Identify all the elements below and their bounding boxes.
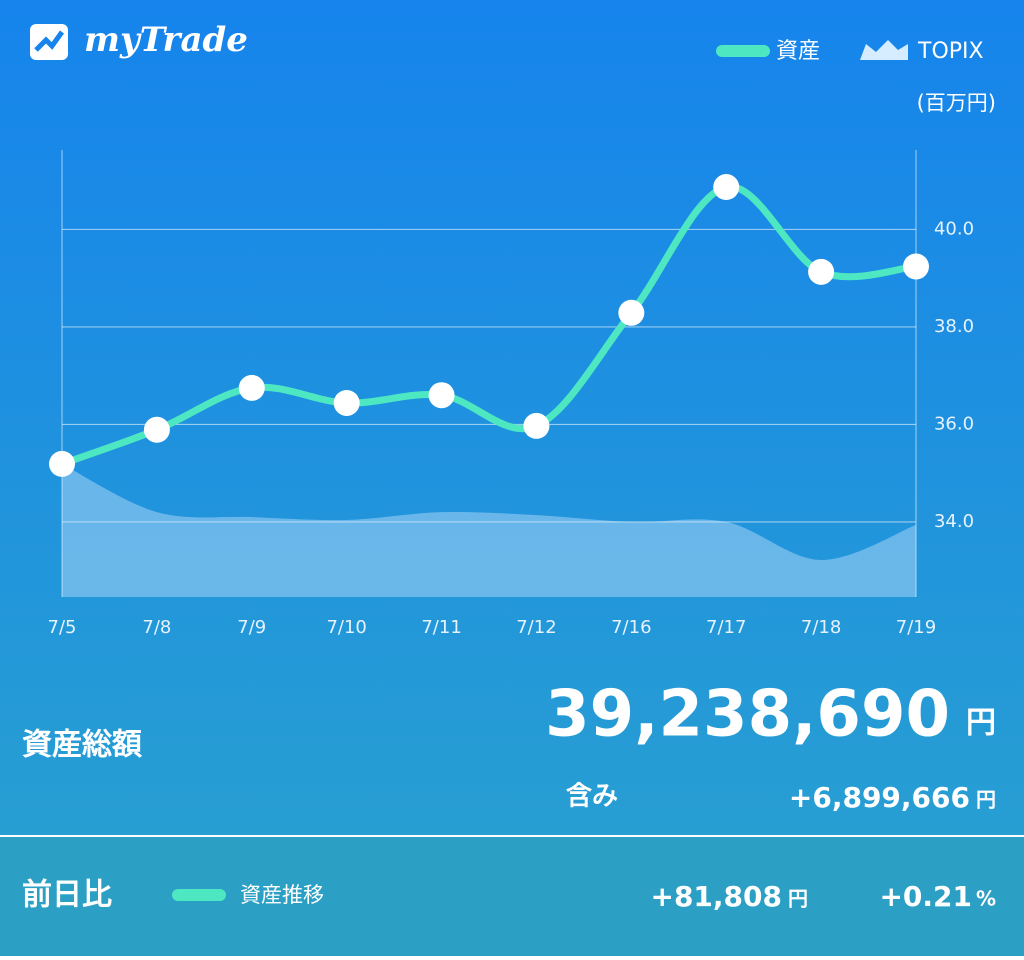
asset-point <box>713 174 740 201</box>
daily-label: 前日比 <box>22 878 112 913</box>
summary: 資産総額 39,238,690 円 含み +6,899,666 円 <box>22 678 996 814</box>
x-tick-label: 7/8 <box>142 617 171 638</box>
x-tick-label: 7/9 <box>237 617 266 638</box>
daily-band <box>0 836 1024 956</box>
x-tick-label: 7/19 <box>896 617 936 638</box>
x-tick-label: 7/11 <box>421 617 461 638</box>
gain-value: +6,899,666 <box>789 781 970 814</box>
y-tick-label: 36.0 <box>934 413 974 434</box>
y-tick-label: 40.0 <box>934 218 974 239</box>
percent-unit: % <box>976 887 996 911</box>
topix-area <box>62 463 916 597</box>
asset-point <box>238 374 265 401</box>
legend: 資産 TOPIX (百万円) <box>716 39 996 115</box>
x-tick-label: 7/10 <box>326 617 366 638</box>
daily-legend: 資産推移 <box>240 883 324 907</box>
x-tick-label: 7/17 <box>706 617 746 638</box>
asset-point <box>49 450 75 477</box>
change-value: +81,808 <box>650 880 782 913</box>
x-tick-label: 7/18 <box>801 617 841 638</box>
legend-swatch <box>860 40 908 60</box>
x-tick-label: 7/16 <box>611 617 651 638</box>
asset-point <box>143 416 170 443</box>
total-value: 39,238,690 <box>545 678 950 752</box>
asset-line <box>58 183 920 468</box>
asset-point <box>903 253 929 280</box>
total-unit: 円 <box>966 706 996 741</box>
unit-label: (百万円) <box>917 91 996 115</box>
total-label: 資産総額 <box>22 728 143 763</box>
legend-label: TOPIX <box>917 39 984 64</box>
x-tick-label: 7/12 <box>516 617 556 638</box>
daily-swatch <box>172 889 226 901</box>
x-tick-label: 7/5 <box>48 617 77 638</box>
change-unit: 円 <box>788 887 808 911</box>
logo-mark <box>34 30 65 52</box>
gain-unit: 円 <box>976 788 996 812</box>
asset-point <box>808 258 835 285</box>
asset-point <box>428 382 455 409</box>
asset-point <box>523 412 550 439</box>
legend-label: 資産 <box>776 39 820 64</box>
percent-value: +0.21 <box>879 880 972 913</box>
asset-point <box>333 389 360 416</box>
plot: 34.0 36.0 38.0 40.0 7/5 7/8 7/9 7/10 7/11 7/12 7/1… <box>48 174 974 638</box>
logo: myTrade <box>30 20 248 60</box>
logo-text: myTrade <box>84 20 248 60</box>
asset-point <box>618 299 645 326</box>
gain-label: 含み <box>566 781 618 812</box>
daily: 前日比 資産推移 +81,808 円 +0.21 % <box>22 878 996 914</box>
y-tick-label: 38.0 <box>934 316 974 337</box>
legend-swatch <box>716 45 770 57</box>
y-tick-label: 34.0 <box>934 511 974 532</box>
